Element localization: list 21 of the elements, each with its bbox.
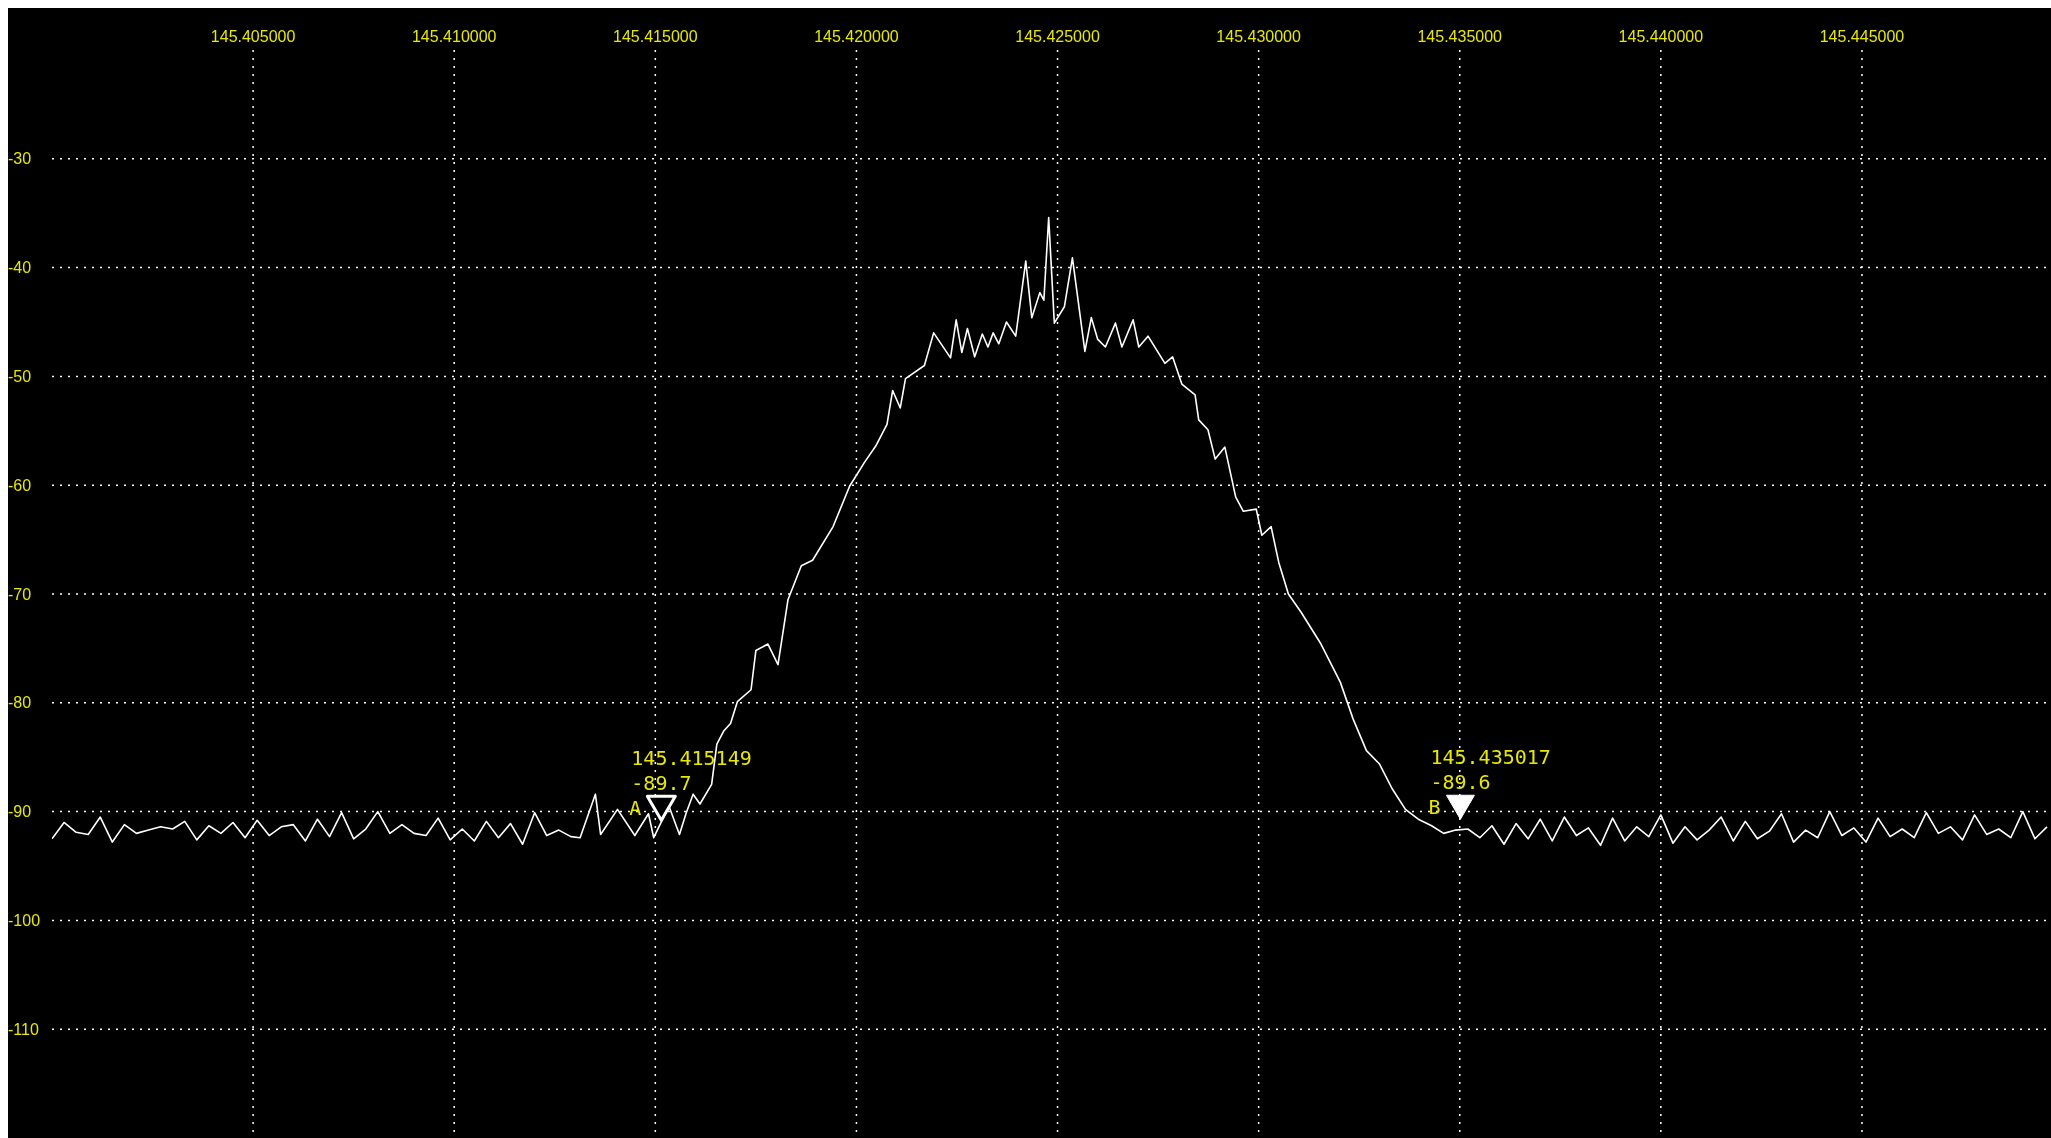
y-tick-label: -90	[8, 803, 32, 821]
y-tick-label: -100	[8, 912, 41, 930]
y-tick-label: -80	[8, 694, 32, 712]
x-tick-label: 145.410000	[411, 28, 497, 45]
x-tick-label: 145.415000	[613, 28, 698, 45]
data-label: 145.435017 -89.6	[1430, 745, 1551, 795]
y-tick-label: -60	[8, 476, 32, 494]
y-tick-label: -50	[8, 368, 32, 386]
x-tick-label: 145.420000	[814, 28, 899, 45]
x-tick-label: 145.405000	[210, 28, 296, 45]
x-tick-label: 145.440000	[1618, 28, 1704, 45]
y-tick-label: -40	[8, 259, 32, 277]
y-tick-label: -70	[8, 585, 32, 603]
series-label: A	[629, 796, 642, 821]
y-tick-label: -110	[8, 1020, 39, 1038]
x-tick-label: 145.445000	[1819, 28, 1905, 45]
series-label: B	[1428, 795, 1441, 820]
x-tick-label: 145.435000	[1417, 28, 1503, 45]
y-tick-label: -30	[8, 150, 32, 168]
x-tick-label: 145.430000	[1216, 28, 1302, 45]
x-tick-label: 145.425000	[1015, 28, 1100, 45]
